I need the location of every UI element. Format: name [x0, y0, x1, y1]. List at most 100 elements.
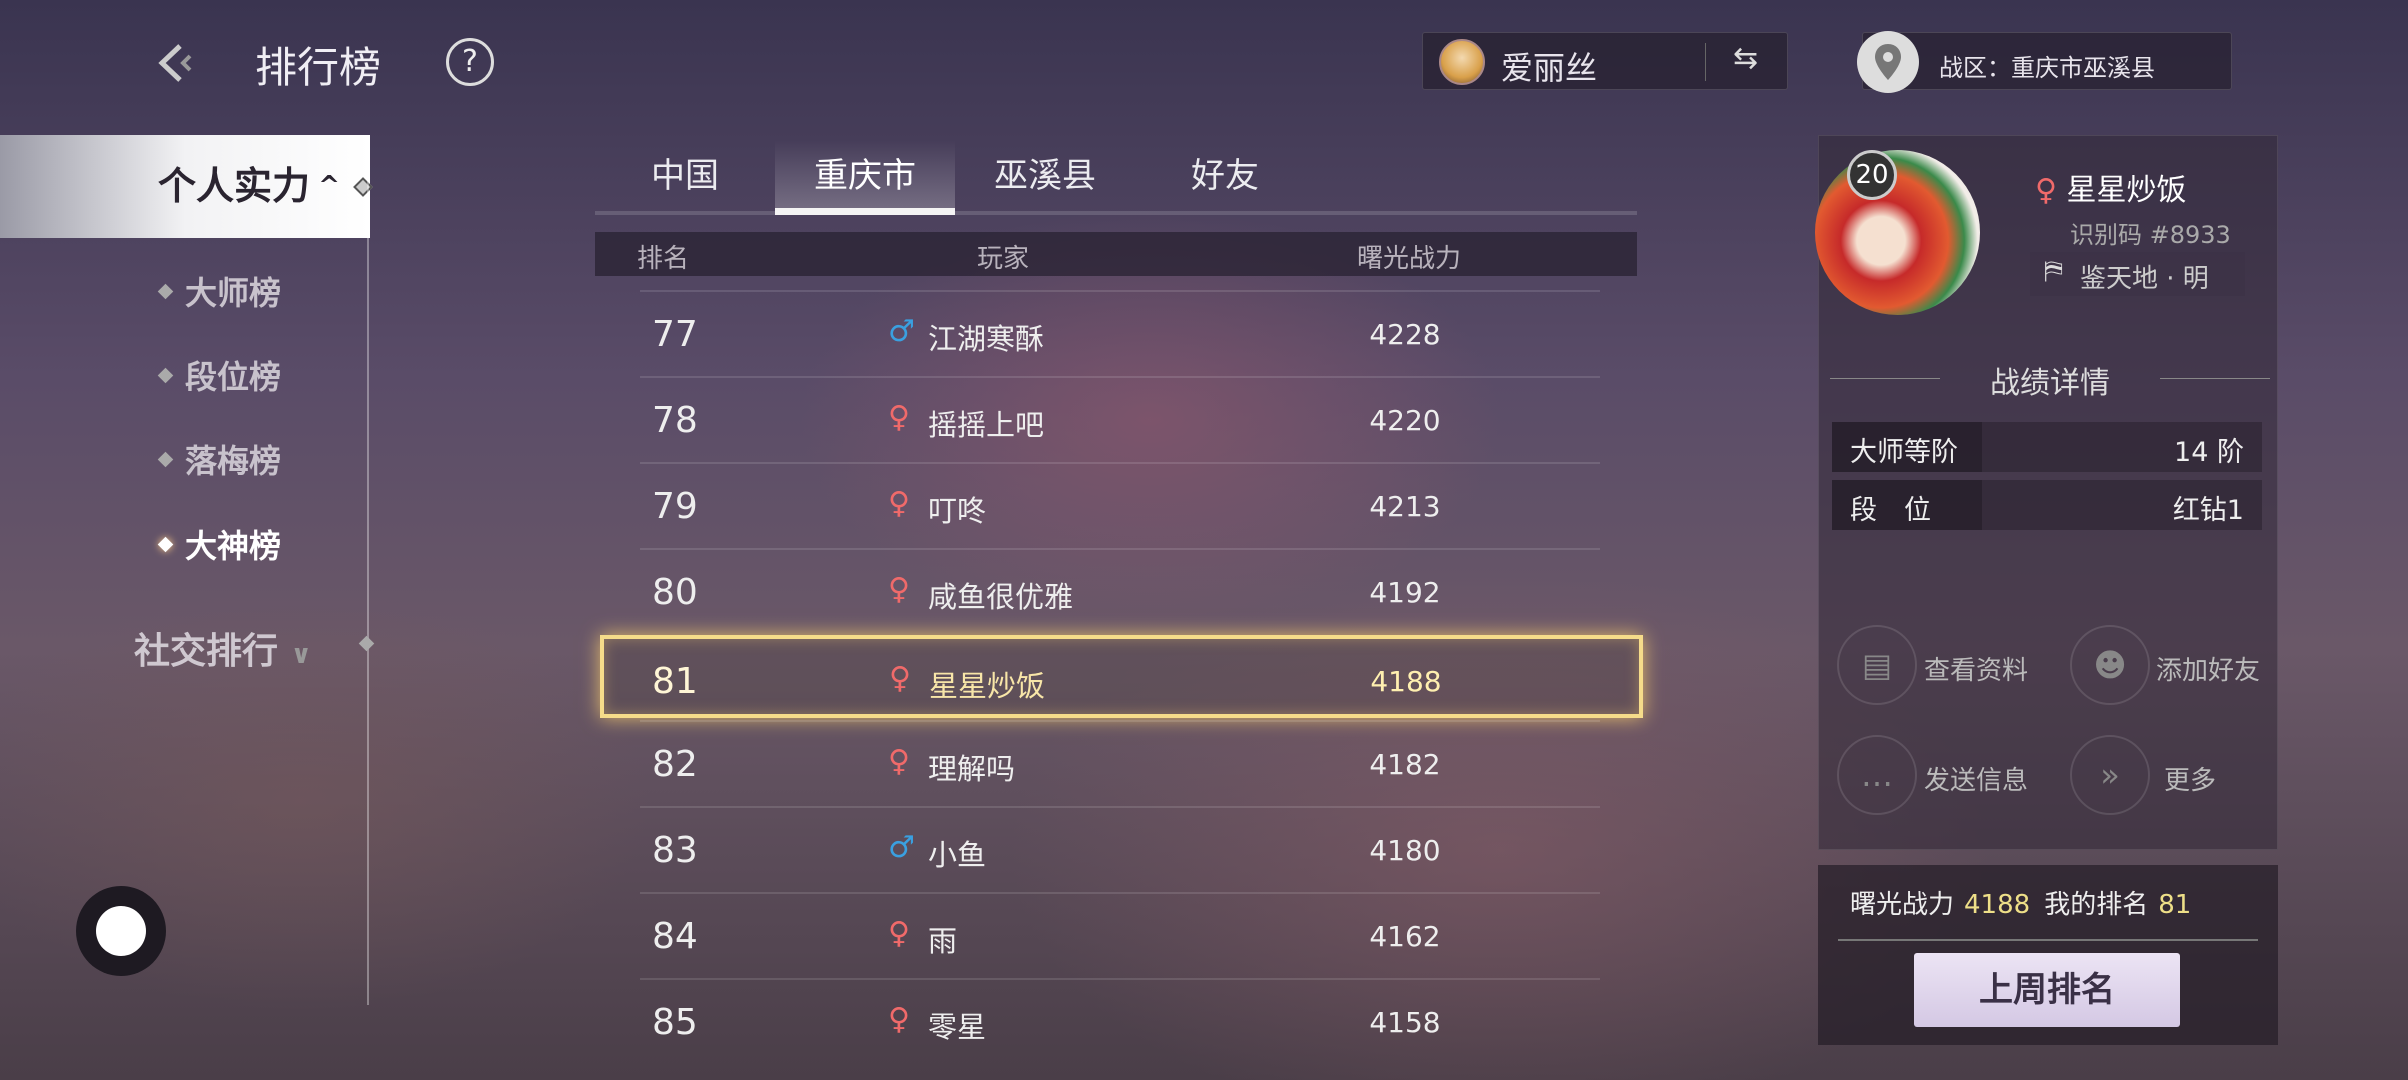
tab-friends[interactable]: 好友: [1191, 156, 1259, 196]
player-name: 江湖寒酥: [928, 322, 1045, 356]
swap-icon[interactable]: ⇆: [1733, 41, 1759, 76]
stat-value: 红钻1: [2172, 495, 2244, 526]
active-tab-bg: [775, 140, 955, 215]
tab-chongqing[interactable]: 重庆市: [814, 156, 916, 196]
more-button[interactable]: 更多: [2164, 766, 2217, 796]
player-name: 摇摇上吧: [928, 408, 1045, 442]
add-friend-icon[interactable]: ☻: [2070, 625, 2150, 705]
tab-wuxi[interactable]: 巫溪县: [994, 156, 1096, 196]
title-badge: ⛿ 鉴天地 · 明: [2030, 252, 2245, 296]
item-label: 大神榜: [185, 527, 282, 565]
sidebar-group-personal[interactable]: 个人实力 ^: [0, 135, 370, 238]
stat-label: 段 位: [1832, 480, 1982, 530]
female-icon: ♀: [888, 1002, 910, 1037]
col-power: 曙光战力: [1357, 244, 1462, 274]
power: 4228: [1369, 318, 1441, 351]
bullet-icon: [157, 451, 174, 467]
female-icon: ♀: [888, 400, 910, 435]
sidebar-item-tier[interactable]: 段位榜: [157, 352, 281, 398]
view-profile-button[interactable]: 查看资料: [1924, 656, 2029, 686]
item-label: 落梅榜: [185, 442, 282, 480]
female-icon: ♀: [888, 572, 910, 607]
power-label: 曙光战力: [1850, 890, 1955, 920]
home-dot-icon: [96, 906, 146, 956]
last-week-rank-button[interactable]: 上周排名: [1914, 953, 2180, 1027]
player-name: 咸鱼很优雅: [928, 580, 1074, 614]
player-name: 星星炒饭: [929, 669, 1046, 703]
player-name: 零星: [928, 1010, 987, 1044]
rank: 77: [652, 314, 698, 355]
stat-value: 14 阶: [2174, 437, 2244, 468]
send-message-button[interactable]: 发送信息: [1924, 766, 2029, 796]
female-icon: ♀: [2035, 173, 2057, 208]
table-row[interactable]: 80 ♀ 咸鱼很优雅 4192: [640, 548, 1600, 634]
player-avatar[interactable]: [1815, 150, 1980, 315]
player-name: 理解吗: [928, 752, 1016, 786]
bullet-icon: [157, 283, 174, 299]
group-label: 个人实力: [157, 164, 310, 208]
stat-row: 段 位 红钻1: [1832, 480, 2262, 530]
page-title: 排行榜: [255, 43, 382, 92]
stat-label: 大师等阶: [1832, 422, 1982, 472]
table-row-highlighted[interactable]: 81 ♀ 星星炒饭 4188: [600, 635, 1643, 718]
table-row[interactable]: 83 ♂ 小鱼 4180: [640, 806, 1600, 892]
divider: [1705, 43, 1706, 81]
profile-name: ♀ 星星炒饭: [2035, 165, 2187, 209]
level-badge: 20: [1847, 150, 1897, 200]
group-label: 社交排行: [134, 631, 279, 672]
rank: 80: [652, 572, 698, 613]
account-switcher[interactable]: 爱丽丝 ⇆: [1422, 32, 1788, 90]
my-rank: 81: [2158, 890, 2192, 920]
rank: 84: [652, 916, 698, 957]
diamond-marker-icon: [358, 635, 375, 652]
table-row[interactable]: 78 ♀ 摇摇上吧 4220: [640, 376, 1600, 462]
title-text: 鉴天地 · 明: [2080, 264, 2209, 294]
table-row[interactable]: 79 ♀ 叮咚 4213: [640, 462, 1600, 548]
location-pin-icon: [1857, 31, 1919, 93]
power: 4188: [1370, 665, 1442, 698]
sidebar-item-luomei[interactable]: 落梅榜: [157, 436, 282, 482]
table-row[interactable]: 84 ♀ 雨 4162: [640, 892, 1600, 978]
banner-icon: ⛿: [2044, 256, 2063, 286]
floating-home-button[interactable]: [76, 886, 166, 976]
table-row[interactable]: 82 ♀ 理解吗 4182: [640, 720, 1600, 806]
message-icon[interactable]: …: [1837, 735, 1917, 815]
sidebar-group-social[interactable]: 社交排行 ∨: [134, 622, 312, 674]
zone-selector[interactable]: 战区：重庆市巫溪县: [1857, 31, 2232, 93]
help-button[interactable]: ?: [446, 38, 494, 86]
power: 4213: [1369, 490, 1441, 523]
my-rank-summary: 曙光战力 4188 我的排名 81: [1850, 884, 2205, 921]
female-icon: ♀: [888, 486, 910, 521]
rank: 81: [652, 661, 698, 702]
chevron-down-icon: ∨: [290, 640, 312, 670]
double-chevron-icon[interactable]: »: [2070, 735, 2150, 815]
player-name: 雨: [928, 924, 958, 958]
player-id: 识别码 #8933: [2070, 221, 2231, 249]
sidebar-item-god[interactable]: 大神榜: [157, 521, 282, 567]
name-text: 星星炒饭: [2066, 173, 2187, 208]
bullet-icon: [157, 536, 174, 552]
male-icon: ♂: [888, 830, 915, 865]
rank-label: 我的排名: [2044, 890, 2149, 920]
female-icon: ♀: [888, 744, 910, 779]
profile-search-icon[interactable]: ▤: [1837, 625, 1917, 705]
col-rank: 排名: [637, 244, 690, 274]
power: 4192: [1369, 576, 1441, 609]
tab-china[interactable]: 中国: [651, 156, 719, 196]
sidebar-item-master[interactable]: 大师榜: [157, 268, 281, 314]
col-player: 玩家: [977, 244, 1030, 274]
table-header: 排名 玩家 曙光战力: [595, 232, 1637, 276]
account-avatar: [1439, 39, 1485, 85]
female-icon: ♀: [889, 661, 911, 696]
power: 4162: [1369, 920, 1441, 953]
zone-label: 战区：重庆市巫溪县: [1939, 54, 2155, 82]
player-name: 叮咚: [928, 494, 987, 528]
table-row[interactable]: 85 ♀ 零星 4158: [640, 978, 1600, 1064]
tab-divider: [595, 211, 1637, 215]
table-row[interactable]: 77 ♂ 江湖寒酥 4228: [640, 290, 1600, 376]
add-friend-button[interactable]: 添加好友: [2156, 656, 2261, 686]
divider: [1838, 939, 2258, 941]
rank: 83: [652, 830, 698, 871]
active-tab-underline: [775, 208, 955, 215]
back-arrow-icon[interactable]: [150, 38, 200, 88]
